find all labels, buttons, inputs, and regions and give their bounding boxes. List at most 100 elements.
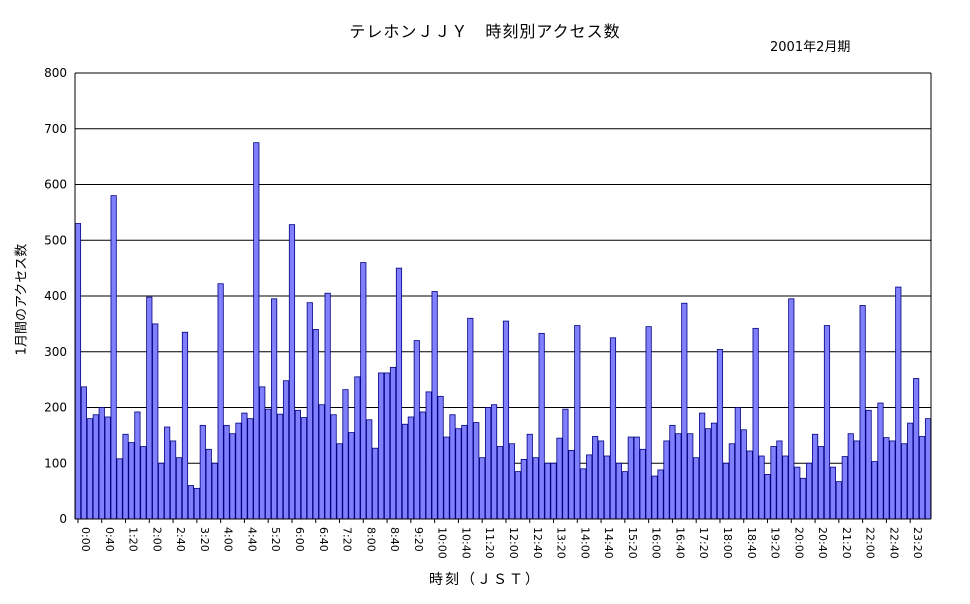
x-axis-label: 時刻（ＪＳＴ）	[429, 572, 541, 588]
x-tick-label: 4:00	[222, 527, 235, 552]
bar	[158, 462, 165, 520]
bar	[758, 455, 765, 520]
bar	[384, 372, 391, 520]
x-tick-label: 9:20	[412, 527, 425, 552]
bar	[699, 412, 706, 520]
x-tick-label: 8:40	[388, 527, 401, 552]
x-tick-label: 20:40	[816, 527, 829, 559]
bar	[348, 432, 355, 520]
bar	[669, 424, 676, 520]
y-tick-label: 0	[59, 512, 67, 526]
y-tick-label: 500	[44, 233, 67, 247]
bar	[592, 436, 599, 520]
bar	[324, 292, 331, 520]
bar	[651, 475, 658, 520]
bar	[152, 323, 159, 520]
bar	[835, 481, 842, 520]
bar	[603, 455, 611, 520]
bar	[92, 414, 99, 520]
bar	[800, 477, 807, 520]
bar	[544, 462, 551, 520]
bar	[294, 409, 301, 520]
x-tick-label: 10:40	[459, 527, 472, 559]
bar	[502, 320, 510, 520]
x-tick-label: 15:20	[626, 527, 639, 559]
bar	[217, 283, 224, 520]
bar	[164, 426, 171, 520]
bar	[722, 462, 729, 520]
x-tick-label: 0:40	[103, 527, 116, 552]
x-tick-label: 8:00	[364, 527, 377, 552]
bar	[913, 378, 920, 520]
bar	[300, 417, 307, 520]
bar	[134, 411, 141, 520]
bar	[538, 332, 545, 520]
bar	[740, 429, 747, 520]
bar	[598, 440, 605, 520]
bar	[187, 485, 194, 520]
bar	[657, 469, 664, 520]
bar	[895, 286, 902, 520]
bar	[705, 428, 712, 520]
bar	[496, 446, 504, 520]
bar	[919, 436, 926, 520]
bar	[437, 395, 444, 520]
bar	[116, 458, 123, 520]
bar	[199, 424, 206, 520]
bar	[621, 471, 628, 520]
bar	[871, 461, 878, 520]
bar	[615, 462, 622, 520]
bar	[407, 416, 414, 520]
bar	[693, 457, 700, 520]
bar	[146, 296, 153, 520]
bar	[520, 458, 527, 520]
y-tick-label: 800	[44, 66, 67, 80]
bar	[419, 411, 426, 520]
y-tick-label: 300	[44, 345, 67, 359]
x-tick-label: 12:40	[531, 527, 544, 559]
bar	[360, 262, 367, 520]
y-tick-label: 400	[44, 289, 67, 303]
x-tick-label: 14:40	[602, 527, 615, 559]
bar	[104, 416, 111, 520]
bar	[817, 446, 825, 520]
bar	[413, 340, 420, 520]
bar	[140, 446, 147, 520]
bar	[550, 462, 557, 520]
bar	[431, 291, 438, 520]
bar	[312, 329, 319, 520]
bar	[580, 468, 587, 520]
bar	[865, 409, 872, 520]
y-tick-label: 100	[44, 456, 67, 470]
x-tick-label: 22:00	[864, 527, 877, 559]
bar	[479, 457, 486, 520]
bar	[574, 325, 581, 520]
bar	[86, 418, 93, 520]
bar	[728, 443, 735, 520]
bar	[485, 407, 492, 520]
y-tick-label: 600	[44, 178, 67, 192]
bar	[526, 433, 533, 520]
bar	[282, 380, 290, 520]
bar	[277, 413, 284, 520]
bar	[794, 466, 801, 520]
bar	[687, 433, 694, 520]
bar	[247, 418, 254, 520]
bar	[110, 195, 117, 520]
bar	[776, 440, 783, 520]
bar	[562, 408, 569, 520]
bar	[175, 457, 183, 520]
bar	[770, 446, 777, 520]
bar	[306, 302, 313, 520]
bar	[532, 457, 539, 520]
x-tick-label: 14:00	[578, 527, 591, 559]
bar	[449, 414, 456, 520]
bar	[98, 407, 105, 520]
bar	[514, 471, 521, 520]
x-tick-label: 21:20	[840, 527, 853, 559]
x-tick-label: 16:00	[650, 527, 663, 559]
x-tick-label: 18:40	[745, 527, 758, 559]
chart-title: テレホンＪＪＹ 時刻別アクセス数	[349, 22, 621, 41]
bar	[193, 487, 200, 520]
